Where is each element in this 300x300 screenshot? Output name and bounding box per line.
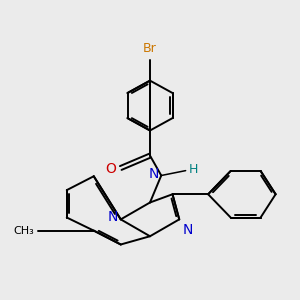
Text: N: N [182, 223, 193, 237]
Text: N: N [107, 211, 118, 224]
Text: O: O [105, 163, 116, 176]
Text: H: H [189, 163, 198, 176]
Text: Br: Br [143, 43, 157, 56]
Text: N: N [149, 167, 159, 182]
Text: CH₃: CH₃ [14, 226, 34, 236]
